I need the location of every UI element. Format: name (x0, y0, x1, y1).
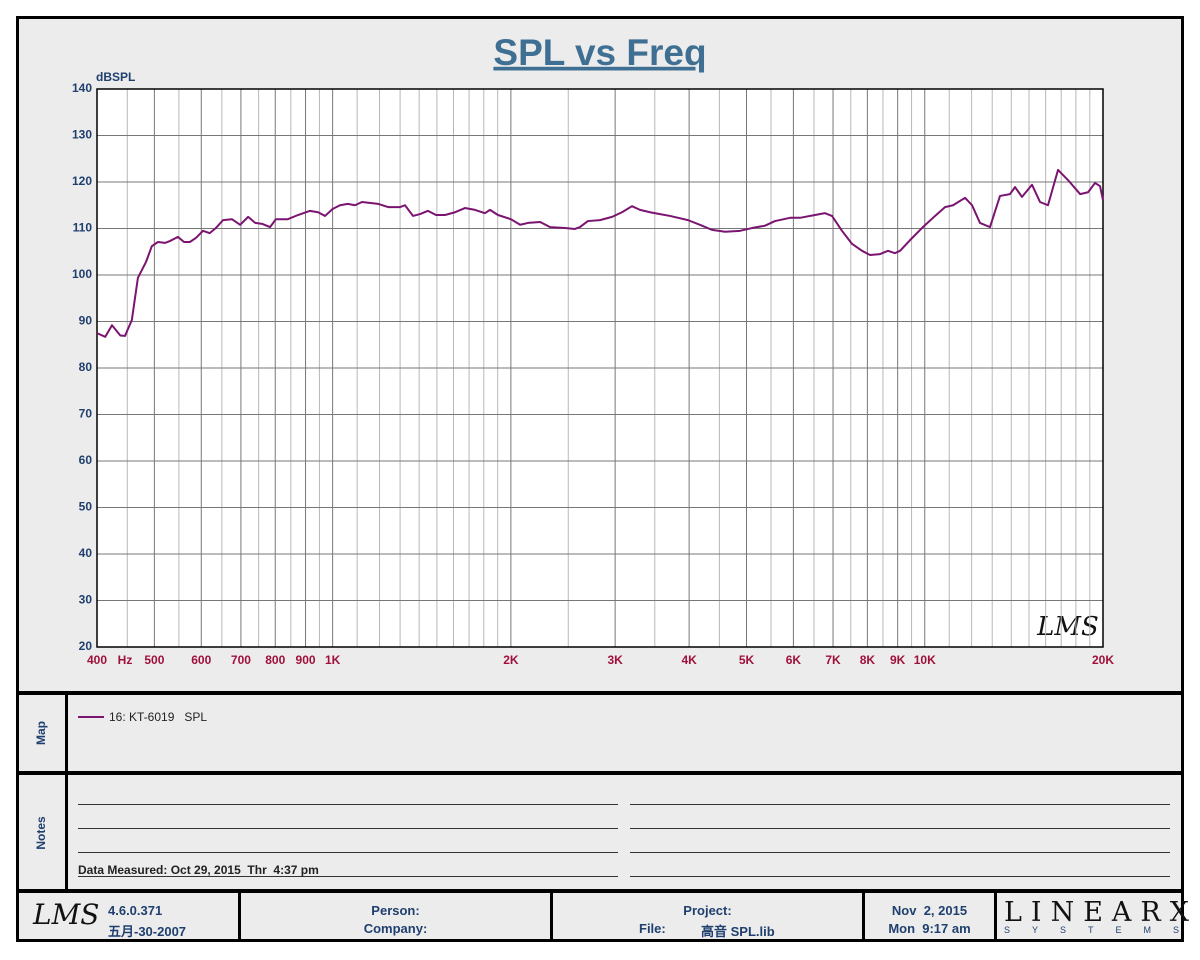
x-tick-label: 7K (825, 653, 841, 667)
separator (19, 691, 1181, 695)
note-line (78, 852, 618, 853)
note-line (78, 828, 618, 829)
brand-sub: SYSTEMS (1004, 925, 1200, 935)
notes-label: Notes (34, 816, 48, 850)
x-tick-label: 500 (144, 653, 164, 667)
note-line (78, 876, 618, 877)
x-tick-label: 600 (191, 653, 211, 667)
file: 高音 SPL.lib (701, 924, 775, 939)
y-tick-label: 140 (72, 81, 92, 95)
note-line (630, 876, 1170, 877)
y-tick-label: 80 (79, 360, 93, 374)
note-line (630, 852, 1170, 853)
time: Mon 9:17 am (888, 921, 971, 936)
chart: SPL vs Freq dBSPL Hz LMS 20 30 40 50 60 70 80 9… (72, 32, 1114, 667)
y-tick-label: 40 (79, 546, 93, 560)
x-tick-label: 8K (860, 653, 876, 667)
x-tick-label: 6K (786, 653, 802, 667)
project: Project: (683, 903, 732, 918)
chart-title: SPL vs Freq (493, 32, 706, 73)
map-label: Map (34, 721, 48, 745)
brand: LINEARX (1004, 897, 1198, 928)
x-tick-label: 9K (890, 653, 906, 667)
series-line (96, 168, 1104, 338)
date: Nov 2, 2015 (891, 903, 968, 918)
separator (19, 889, 1181, 893)
y-axis-label: dBSPL (96, 70, 135, 84)
x-tick-label: 400 (87, 653, 107, 667)
column-divider (65, 695, 68, 889)
separator (19, 771, 1181, 775)
y-tick-label: 60 (79, 453, 93, 467)
x-tick-label: 700 (231, 653, 251, 667)
y-tick-label: 90 (79, 314, 93, 328)
x-tick-label: 800 (265, 653, 285, 667)
person: Person: (371, 903, 420, 918)
y-tick-label: 70 (79, 407, 93, 421)
version: 4.6.0.371 (108, 903, 163, 918)
x-tick-label: 2K (503, 653, 519, 667)
footer-logo: LMS (33, 898, 100, 931)
y-tick-label: 20 (79, 639, 93, 653)
x-unit: Hz (118, 653, 133, 667)
y-tick-label: 30 (79, 593, 93, 607)
company: Company: (363, 921, 428, 936)
footer-divider (550, 893, 553, 940)
y-tick-label: 110 (73, 221, 93, 235)
footer-divider (994, 893, 997, 940)
x-tick-label: 3K (607, 653, 623, 667)
y-tick-label: 100 (72, 267, 92, 281)
note-line (630, 804, 1170, 805)
y-tick-label: 120 (72, 174, 92, 188)
note-line (78, 804, 618, 805)
footer-divider (238, 893, 241, 940)
x-tick-label: 900 (296, 653, 316, 667)
legend-swatch (78, 716, 104, 718)
y-tick-label: 50 (79, 500, 93, 514)
watermark: LMS (1036, 612, 1099, 642)
x-tick-label: 5K (739, 653, 755, 667)
build-date: 五月-30-2007 (108, 924, 187, 939)
note-line (630, 828, 1170, 829)
data-measured: Data Measured: Oct 29, 2015 Thr 4:37 pm (78, 863, 319, 877)
file-label: File: (639, 921, 666, 936)
x-tick-label: 1K (325, 653, 341, 667)
x-tick-label: 4K (681, 653, 697, 667)
legend-entry: 16: KT-6019 SPL (109, 710, 208, 724)
plot-border (96, 88, 1104, 648)
footer-divider (862, 893, 865, 940)
y-tick-label: 130 (72, 128, 92, 142)
x-tick-label: 20K (1092, 653, 1114, 667)
x-tick-label: 10K (914, 653, 936, 667)
